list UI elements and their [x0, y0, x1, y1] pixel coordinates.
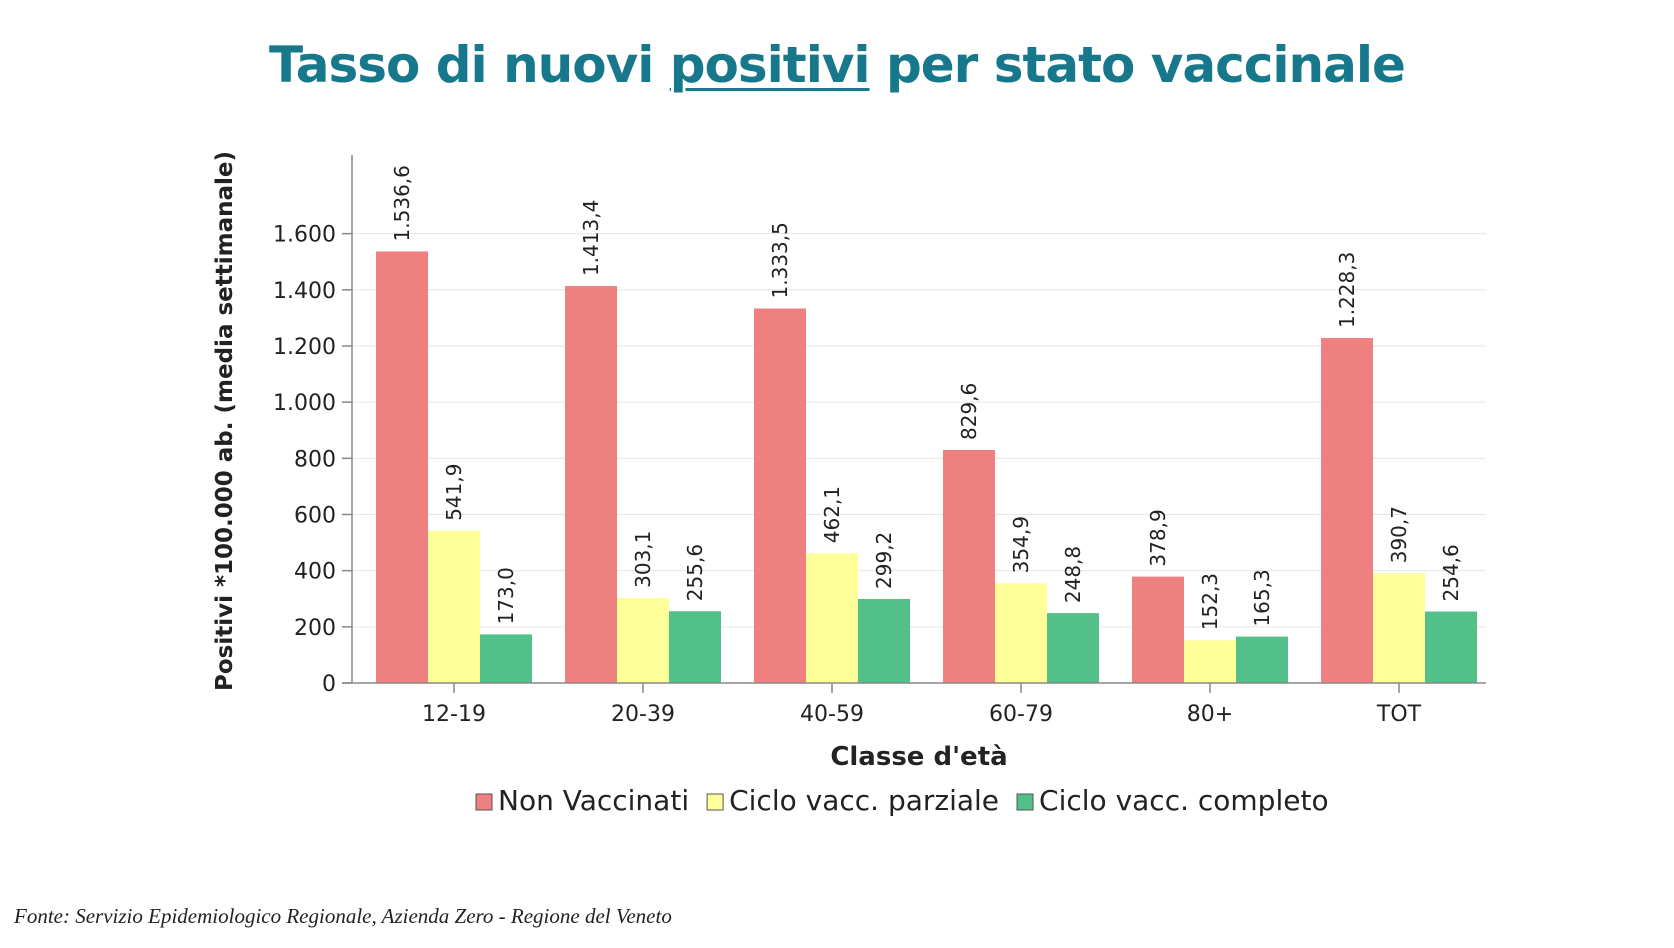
- title-underlined-word: positivi: [669, 36, 871, 94]
- bar: [858, 598, 910, 683]
- data-label: 299,2: [872, 532, 896, 589]
- bar: [1132, 576, 1184, 683]
- axes: 0 200 400 600 800 1.000 1.200 1.400 1.600 12-19 20…: [212, 151, 1486, 772]
- legend-swatch: [1016, 793, 1034, 811]
- data-label: 152,3: [1198, 573, 1222, 630]
- data-label: 1.536,6: [390, 165, 414, 241]
- y-axis-title: Positivi *100.000 ab. (media settimanale…: [212, 151, 238, 691]
- bar: [376, 251, 428, 683]
- legend-swatch: [475, 793, 493, 811]
- legend-label: Non Vaccinati: [498, 784, 689, 817]
- data-label: 254,6: [1439, 544, 1463, 601]
- data-label: 462,1: [820, 486, 844, 543]
- data-label: 1.228,3: [1335, 252, 1359, 328]
- data-label: 354,9: [1009, 516, 1033, 573]
- y-tick-label: 400: [294, 560, 336, 585]
- bar: [806, 553, 858, 683]
- data-label: 829,6: [957, 383, 981, 440]
- data-label: 303,1: [631, 531, 655, 588]
- legend-swatch: [706, 793, 724, 811]
- data-label: 1.413,4: [579, 200, 603, 276]
- y-tick-label: 0: [322, 672, 336, 697]
- y-tick-label: 1.600: [273, 223, 336, 248]
- bar: [1321, 338, 1373, 683]
- bar: [617, 597, 669, 683]
- bars: [376, 251, 1477, 683]
- bar: [669, 611, 721, 683]
- page-title: Tasso di nuovi positivi per stato vaccin…: [0, 36, 1674, 94]
- bar: [565, 286, 617, 683]
- data-label: 378,9: [1146, 509, 1170, 566]
- y-tick-label: 200: [294, 616, 336, 641]
- x-tick-label: 60-79: [989, 702, 1053, 727]
- bar: [1184, 640, 1236, 683]
- bar-chart: 0 200 400 600 800 1.000 1.200 1.400 1.600 12-19 20…: [212, 151, 1486, 817]
- legend-label: Ciclo vacc. completo: [1039, 784, 1329, 817]
- title-text-after: per stato vaccinale: [869, 36, 1406, 94]
- data-label: 541,9: [442, 464, 466, 521]
- y-tick-label: 1.000: [273, 391, 336, 416]
- bar: [995, 583, 1047, 683]
- data-label: 173,0: [494, 567, 518, 624]
- bar: [1236, 636, 1288, 683]
- x-tick-label: TOT: [1376, 702, 1422, 727]
- x-axis-title: Classe d'età: [830, 742, 1007, 772]
- data-label: 255,6: [683, 544, 707, 601]
- x-tick-label: 20-39: [611, 702, 675, 727]
- y-tick-label: 800: [294, 447, 336, 472]
- value-labels: 1.536,6 541,9 173,0 1.413,4 303,1 255,6 1.333,…: [390, 165, 1463, 630]
- data-label: 390,7: [1387, 506, 1411, 563]
- bar: [480, 634, 532, 683]
- legend-label: Ciclo vacc. parziale: [729, 784, 999, 817]
- data-label: 1.333,5: [768, 222, 792, 298]
- source-note: Fonte: Servizio Epidemiologico Regionale…: [14, 904, 672, 928]
- x-tick-label: 40-59: [800, 702, 864, 727]
- bar: [1373, 573, 1425, 683]
- legend: Non Vaccinati Ciclo vacc. parziale Ciclo v…: [475, 784, 1329, 817]
- y-tick-label: 1.400: [273, 279, 336, 304]
- y-tick-label: 1.200: [273, 335, 336, 360]
- x-tick-label: 12-19: [422, 702, 486, 727]
- title-text-before: Tasso di nuovi: [269, 36, 670, 94]
- bar: [754, 308, 806, 683]
- bar: [1047, 613, 1099, 683]
- data-label: 248,8: [1061, 546, 1085, 603]
- grid-lines: [352, 233, 1486, 628]
- data-label: 165,3: [1250, 569, 1274, 626]
- bar: [943, 450, 995, 683]
- y-tick-label: 600: [294, 503, 336, 528]
- bar: [428, 530, 480, 683]
- bar: [1425, 611, 1477, 683]
- x-tick-label: 80+: [1187, 702, 1233, 727]
